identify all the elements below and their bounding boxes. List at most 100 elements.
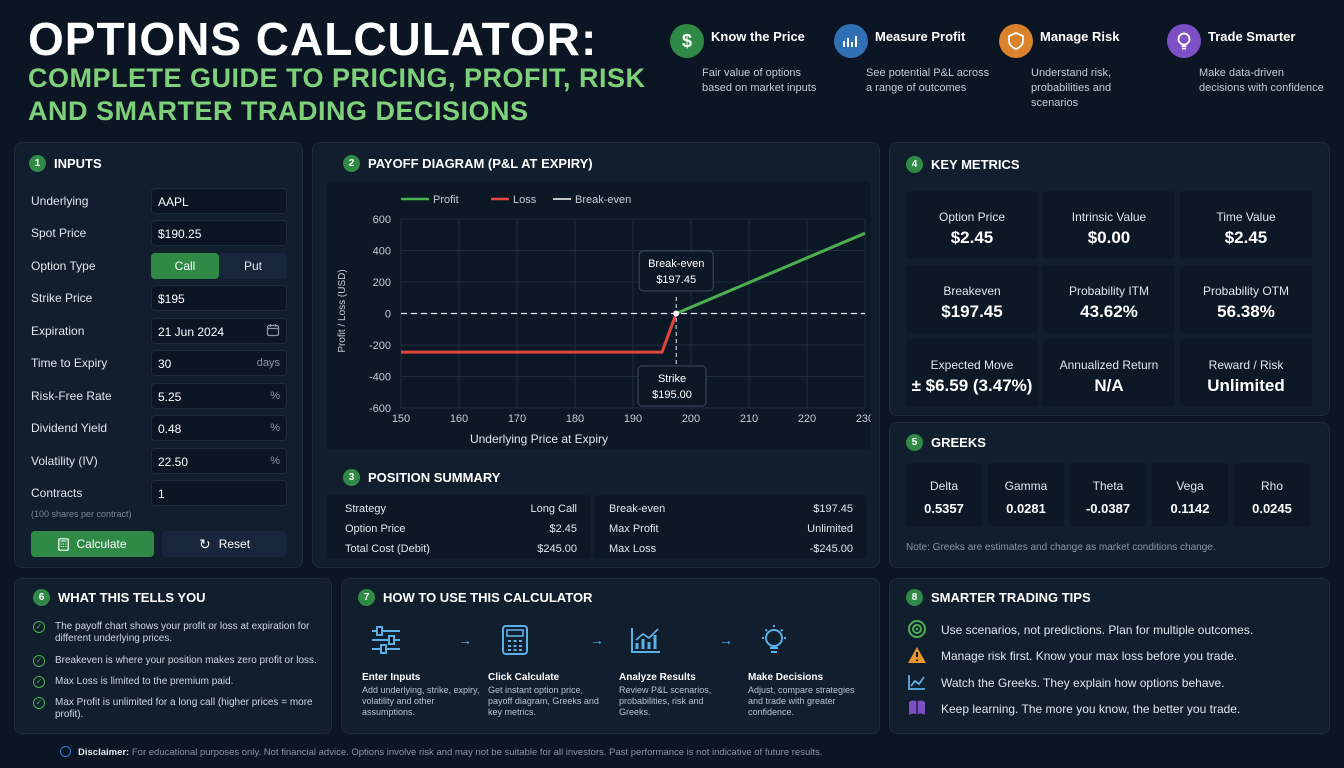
step-number: 3 xyxy=(343,469,360,486)
metric-value: $2.45 xyxy=(1224,228,1268,247)
tip-text: Manage risk first. Know your max loss be… xyxy=(941,649,1238,663)
reset-button[interactable]: ↻ Reset xyxy=(162,531,287,557)
metric-card: Intrinsic Value $0.00 xyxy=(1043,191,1175,259)
strike-label: Strike Price xyxy=(31,291,93,305)
contracts-input[interactable]: 1 xyxy=(151,480,287,506)
disclaimer-label: Disclaimer: xyxy=(78,747,130,758)
tip-text: Keep learning. The more you know, the be… xyxy=(941,702,1241,716)
check-icon: ✓ xyxy=(33,621,45,633)
spot-value: $190.25 xyxy=(158,227,202,241)
tte-row: Time to Expiry 30 days xyxy=(31,350,287,376)
expiration-input[interactable]: 21 Jun 2024 xyxy=(151,318,287,344)
vol-label: Volatility (IV) xyxy=(31,454,98,468)
expiration-label: Expiration xyxy=(31,324,85,338)
x-tick-label: 170 xyxy=(508,413,526,425)
position-label: Max Loss xyxy=(609,543,657,555)
contracts-row: Contracts 1 xyxy=(31,480,287,506)
div-value: 0.48 xyxy=(158,422,182,436)
position-value: $2.45 xyxy=(549,523,577,535)
metric-label: Probability ITM xyxy=(1068,284,1150,298)
step-number: 8 xyxy=(906,589,923,606)
greek-value: 0.0281 xyxy=(1006,501,1046,516)
position-value: $245.00 xyxy=(537,543,577,555)
call-toggle[interactable]: Call xyxy=(151,253,219,279)
book-icon xyxy=(906,698,928,718)
x-axis-label: Underlying Price at Expiry xyxy=(470,432,608,446)
step-title: Enter Inputs xyxy=(362,672,421,683)
chart-legend: Profit Loss Break-even xyxy=(401,194,631,206)
shield-icon xyxy=(999,24,1033,58)
metric-label: Annualized Return xyxy=(1059,358,1159,372)
subtitle-line-2: AND SMARTER TRADING DECISIONS xyxy=(28,96,529,126)
tell-text: Max Loss is limited to the premium paid. xyxy=(55,676,234,687)
panel-header: 4 KEY METRICS xyxy=(906,156,1020,173)
step-number: 5 xyxy=(906,434,923,451)
step-desc: Adjust, compare strategies and trade wit… xyxy=(748,685,855,717)
metric-card: Reward / Risk Unlimited xyxy=(1180,339,1312,407)
underlying-value: AAPL xyxy=(158,195,189,209)
payoff-panel: 2 PAYOFF DIAGRAM (P&L AT EXPIRY) Break-ev… xyxy=(312,142,880,568)
dividend-yield-input[interactable]: 0.48% xyxy=(151,415,287,441)
tte-unit: days xyxy=(256,357,280,369)
howto-panel: 7 HOW TO USE THIS CALCULATOR xyxy=(341,578,880,734)
rfr-row: Risk-Free Rate 5.25% xyxy=(31,383,287,409)
step-number: 7 xyxy=(358,589,375,606)
calculate-button[interactable]: Calculate xyxy=(31,531,154,557)
line-chart-icon xyxy=(906,672,928,692)
sliders-icon xyxy=(368,622,404,658)
y-tick-label: 600 xyxy=(373,214,391,226)
position-label: Option Price xyxy=(345,523,406,535)
arrow-right-icon: → xyxy=(458,632,472,648)
metric-label: Option Price xyxy=(938,210,1006,224)
payoff-chart-area xyxy=(327,181,871,449)
put-toggle[interactable]: Put xyxy=(219,253,287,279)
breakeven-callout-box xyxy=(638,250,714,292)
metric-value: 56.38% xyxy=(1217,302,1275,321)
metric-label: Expected Move xyxy=(930,358,1014,372)
metric-value: $0.00 xyxy=(1087,228,1131,247)
feature-title: Manage Risk xyxy=(1040,29,1120,44)
calendar-icon[interactable] xyxy=(266,323,280,340)
panel-title: GREEKS xyxy=(931,435,986,450)
disclaimer-text: For educational purposes only. Not finan… xyxy=(131,747,823,758)
page-subtitle: COMPLETE GUIDE TO PRICING, PROFIT, RISK … xyxy=(28,62,646,128)
option-type-label: Option Type xyxy=(31,259,96,273)
risk-free-rate-input[interactable]: 5.25% xyxy=(151,383,287,409)
time-to-expiry-input[interactable]: 30 days xyxy=(151,350,287,376)
contracts-value: 1 xyxy=(158,487,165,501)
tte-label: Time to Expiry xyxy=(31,356,108,370)
panel-header: 8 SMARTER TRADING TIPS xyxy=(906,589,1091,606)
vol-value: 22.50 xyxy=(158,455,189,469)
volatility-input[interactable]: 22.50% xyxy=(151,448,287,474)
disclaimer: Disclaimer: For educational purposes onl… xyxy=(78,747,822,758)
greek-label: Vega xyxy=(1176,479,1204,493)
strike-price-input[interactable]: $195 xyxy=(151,285,287,311)
position-right-table: Break-even $197.45 Max Profit Unlimited … xyxy=(595,495,867,559)
greek-label: Delta xyxy=(929,479,958,493)
metric-label: Time Value xyxy=(1216,210,1276,224)
position-value: Long Call xyxy=(530,503,577,515)
metric-card: Time Value $2.45 xyxy=(1180,191,1312,259)
step-number: 6 xyxy=(33,589,50,606)
panel-header: 5 GREEKS xyxy=(906,434,986,451)
y-tick-label: -600 xyxy=(369,403,391,415)
tip-text: Watch the Greeks. They explain how optio… xyxy=(941,676,1225,690)
position-label: Strategy xyxy=(345,503,386,515)
greek-theta: Theta -0.0387 xyxy=(1070,463,1146,527)
dollar-icon: $ xyxy=(670,24,704,58)
underlying-input[interactable]: AAPL xyxy=(151,188,287,214)
greek-gamma: Gamma 0.0281 xyxy=(988,463,1064,527)
y-axis-label: Profit / Loss (USD) xyxy=(337,269,348,352)
series-loss xyxy=(401,312,678,354)
greek-value: 0.1142 xyxy=(1170,501,1210,516)
lightbulb-icon xyxy=(1167,24,1201,58)
greek-vega: Vega 0.1142 xyxy=(1152,463,1228,527)
expiration-row: Expiration 21 Jun 2024 xyxy=(31,318,287,344)
vol-unit: % xyxy=(270,455,280,467)
position-value: -$245.00 xyxy=(809,543,853,555)
step-number: 1 xyxy=(29,155,46,172)
feature-desc: Fair value of options based on market in… xyxy=(702,67,817,94)
underlying-label: Underlying xyxy=(31,194,89,208)
step-title: Analyze Results xyxy=(619,672,696,683)
spot-price-input[interactable]: $190.25 xyxy=(151,220,287,246)
